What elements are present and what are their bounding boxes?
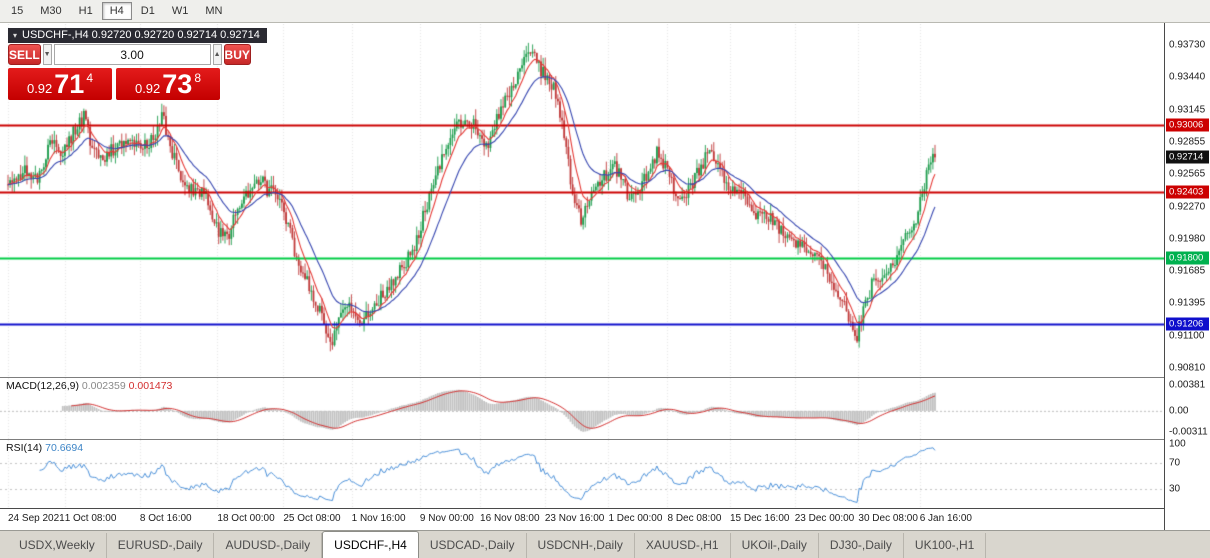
time-axis-label: 18 Oct 00:00 bbox=[217, 513, 275, 524]
timeframe-button-d1[interactable]: D1 bbox=[140, 5, 155, 17]
rsi-axis-label: 100 bbox=[1169, 438, 1186, 449]
macd-signal-value: 0.001473 bbox=[128, 380, 173, 392]
price-axis-label: 0.92855 bbox=[1169, 136, 1206, 148]
time-axis-label: 25 Oct 08:00 bbox=[283, 513, 341, 524]
time-axis-label: 16 Nov 08:00 bbox=[480, 513, 540, 524]
timeframe-toolbar: 15 M30 H1 H4 D1 W1 MN bbox=[0, 0, 1210, 23]
timeframe-button-15[interactable]: 15 bbox=[11, 5, 24, 17]
time-axis-label: 23 Dec 00:00 bbox=[794, 513, 855, 524]
sell-price-box[interactable]: 0.92 71 4 bbox=[8, 68, 112, 100]
price-level-badge-0.92403: 0.92403 bbox=[1166, 185, 1209, 199]
buy-button[interactable]: BUY bbox=[223, 44, 251, 65]
chevron-down-icon: ▼ bbox=[43, 51, 51, 58]
chart-tab-usdcad-daily[interactable]: USDCAD-,Daily bbox=[419, 533, 527, 558]
pane-separator[interactable] bbox=[0, 377, 1210, 378]
price-axis-label: 0.90810 bbox=[1169, 362, 1206, 374]
sell-price-prefix: 0.92 bbox=[26, 80, 53, 96]
macd-main-value: 0.002359 bbox=[81, 380, 126, 392]
sell-price-big: 71 bbox=[54, 68, 85, 99]
chart-tab-uk100-h1[interactable]: UK100-,H1 bbox=[904, 533, 987, 558]
trade-buttons-row: SELL ▼ ▲ BUY bbox=[8, 44, 251, 65]
macd-label: MACD(12,26,9) 0.002359 0.001473 bbox=[6, 380, 172, 392]
price-axis-label: 0.91100 bbox=[1169, 330, 1205, 342]
pane-separator[interactable] bbox=[0, 439, 1210, 440]
rsi-axis-label: 30 bbox=[1169, 483, 1181, 495]
macd-name: MACD(12,26,9) bbox=[6, 380, 79, 392]
price-axis-label: 0.91685 bbox=[1169, 265, 1206, 277]
macd-indicator-canvas[interactable] bbox=[0, 378, 1164, 439]
buy-price-box[interactable]: 0.92 73 8 bbox=[116, 68, 220, 100]
price-level-badge-0.91206: 0.91206 bbox=[1166, 317, 1209, 331]
rsi-label: RSI(14) 70.6694 bbox=[6, 442, 83, 454]
chart-bottom-border bbox=[0, 508, 1210, 509]
bid-ask-row: 0.92 71 4 0.92 73 8 bbox=[8, 68, 220, 100]
time-axis-label: 15 Dec 16:00 bbox=[729, 513, 790, 524]
buy-price-big: 73 bbox=[162, 68, 193, 99]
chart-window: ▾ USDCHF-,H4 0.92720 0.92720 0.92714 0.9… bbox=[0, 23, 1210, 530]
lot-stepper-button[interactable]: ▲ bbox=[212, 44, 222, 65]
chart-tab-usdcnh-daily[interactable]: USDCNH-,Daily bbox=[527, 533, 635, 558]
chart-tab-usdx-weekly[interactable]: USDX,Weekly bbox=[8, 533, 107, 558]
time-axis-label: 1 Oct 08:00 bbox=[64, 513, 117, 524]
price-axis-label: 0.93145 bbox=[1169, 104, 1206, 116]
price-axis-label: 0.93730 bbox=[1169, 39, 1206, 51]
chart-tabs-bar: USDX,Weekly EURUSD-,Daily AUDUSD-,Daily USD… bbox=[0, 530, 1210, 558]
price-axis-label: 0.92270 bbox=[1169, 201, 1206, 212]
rsi-value: 70.6694 bbox=[45, 442, 84, 454]
price-level-badge-0.93006: 0.93006 bbox=[1166, 118, 1209, 132]
price-axis-label: 0.91980 bbox=[1169, 233, 1206, 245]
lot-dropdown-button[interactable]: ▼ bbox=[42, 44, 52, 65]
time-axis[interactable]: 24 Sep 2021 1 Oct 08:00 8 Oct 16:00 18 Oct … bbox=[0, 509, 1164, 530]
one-click-trade-panel: SELL ▼ ▲ BUY 0.92 71 4 0.92 73 8 bbox=[8, 44, 251, 100]
price-level-badge-0.91800: 0.91800 bbox=[1166, 251, 1209, 265]
chart-tab-dj30-daily[interactable]: DJ30-,Daily bbox=[819, 533, 904, 558]
sell-button[interactable]: SELL bbox=[8, 44, 41, 65]
buy-price-pip: 8 bbox=[194, 70, 202, 85]
time-axis-label: 8 Dec 08:00 bbox=[667, 513, 722, 524]
timeframe-button-h1[interactable]: H1 bbox=[78, 5, 93, 17]
macd-axis-label: -0.00311 bbox=[1169, 426, 1208, 438]
time-axis-label: 24 Sep 2021 bbox=[8, 513, 65, 524]
chart-tab-audusd-daily[interactable]: AUDUSD-,Daily bbox=[214, 533, 323, 558]
rsi-indicator-canvas[interactable] bbox=[0, 440, 1164, 508]
time-axis-label: 6 Jan 16:00 bbox=[919, 513, 972, 524]
time-axis-label: 1 Nov 16:00 bbox=[351, 513, 406, 524]
rsi-name: RSI(14) bbox=[6, 442, 43, 454]
ohlc-text: USDCHF-,H4 0.92720 0.92720 0.92714 0.927… bbox=[22, 29, 260, 41]
chart-tab-usdchf-h4[interactable]: USDCHF-,H4 bbox=[322, 531, 419, 558]
timeframe-button-mn[interactable]: MN bbox=[205, 5, 223, 17]
time-axis-label: 9 Nov 00:00 bbox=[419, 513, 474, 524]
lot-size-input[interactable] bbox=[53, 44, 211, 65]
timeframe-button-h4[interactable]: H4 bbox=[101, 2, 132, 20]
timeframe-button-w1[interactable]: W1 bbox=[171, 5, 189, 17]
timeframe-button-m30[interactable]: M30 bbox=[40, 5, 62, 17]
price-axis-label: 0.92565 bbox=[1169, 168, 1206, 180]
trade-panel-collapse-icon[interactable]: ▾ bbox=[13, 30, 18, 40]
chart-tab-eurusd-daily[interactable]: EURUSD-,Daily bbox=[107, 533, 215, 558]
macd-axis-label: 0.00 bbox=[1169, 405, 1189, 417]
sell-price-pip: 4 bbox=[86, 70, 94, 85]
time-axis-label: 8 Oct 16:00 bbox=[139, 513, 192, 524]
time-axis-label: 23 Nov 16:00 bbox=[544, 513, 605, 524]
price-axis-label: 0.91395 bbox=[1169, 297, 1206, 309]
price-level-badge-0.92714: 0.92714 bbox=[1166, 150, 1209, 164]
time-axis-label: 1 Dec 00:00 bbox=[608, 513, 663, 524]
symbol-ohlc-label: ▾ USDCHF-,H4 0.92720 0.92720 0.92714 0.9… bbox=[8, 28, 267, 43]
buy-price-prefix: 0.92 bbox=[134, 80, 161, 96]
chart-tab-ukoil-daily[interactable]: UKOil-,Daily bbox=[731, 533, 819, 558]
chevron-up-icon: ▲ bbox=[213, 51, 221, 58]
rsi-axis-label: 70 bbox=[1169, 457, 1181, 469]
macd-axis-label: 0.00381 bbox=[1169, 379, 1206, 391]
price-axis-label: 0.93440 bbox=[1169, 71, 1206, 83]
chart-tab-xauusd-h1[interactable]: XAUUSD-,H1 bbox=[635, 533, 731, 558]
time-axis-label: 30 Dec 08:00 bbox=[858, 513, 918, 524]
price-axis[interactable]: 0.93730 0.93440 0.93145 0.92855 0.92565 0.922… bbox=[1164, 23, 1210, 530]
